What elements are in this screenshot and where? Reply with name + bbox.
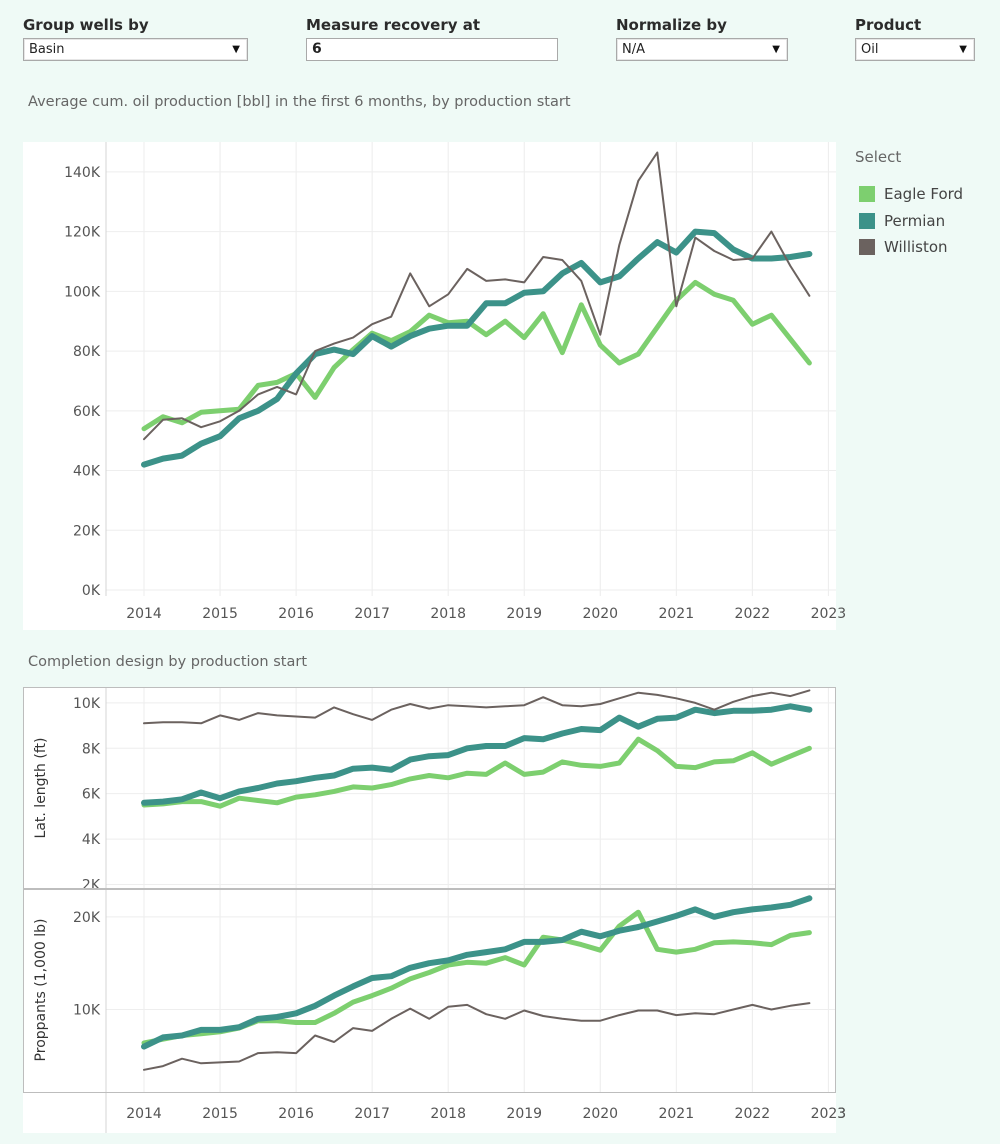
legend-label: Eagle Ford	[884, 185, 964, 204]
y-tick-label: 100K	[64, 284, 101, 300]
group-by-label: Group wells by	[23, 16, 149, 34]
y-axis-title: Lat. length (ft)	[33, 738, 49, 839]
lateral-length-plot-background	[23, 687, 836, 889]
x-axis-band	[23, 1093, 836, 1133]
x-tick-label: 2018	[430, 1106, 466, 1122]
legend-swatch	[859, 239, 875, 256]
normalize-value: N/A	[622, 42, 645, 57]
series-line-permian	[141, 895, 813, 1050]
series-line-williston	[143, 689, 811, 725]
x-tick-label: 2016	[278, 1106, 314, 1122]
x-tick-label: 2020	[582, 1106, 618, 1122]
y-tick-label: 140K	[64, 165, 101, 181]
x-tick-label: 2022	[735, 606, 771, 622]
legend-label: Williston	[884, 238, 948, 257]
series-line-williston	[143, 151, 811, 441]
x-tick-label: 2023	[811, 606, 847, 622]
chevron-down-icon: ▼	[232, 44, 240, 55]
x-tick-label: 2015	[202, 1106, 238, 1122]
y-tick-label: 6K	[82, 787, 101, 803]
y-tick-label: 20K	[73, 910, 101, 926]
legend: Select Eagle Ford Permian Williston	[855, 148, 963, 261]
group-by-control: Group wells by Basin ▼	[23, 14, 248, 61]
series-line-williston	[143, 1002, 811, 1071]
recovery-control: Measure recovery at (months) 6	[306, 14, 558, 61]
legend-item-eagle-ford[interactable]: Eagle Ford	[855, 181, 963, 208]
chevron-down-icon: ▼	[772, 44, 780, 55]
normalize-control: Normalize by N/A ▼	[616, 14, 788, 61]
product-label: Product	[855, 16, 922, 34]
series-line-permian	[141, 703, 813, 806]
legend-item-permian[interactable]: Permian	[855, 208, 963, 235]
x-tick-label: 2019	[506, 1106, 542, 1122]
x-tick-label: 2022	[735, 1106, 771, 1122]
x-tick-label: 2019	[506, 606, 542, 622]
x-tick-label: 2017	[354, 606, 390, 622]
legend-swatch	[859, 186, 875, 203]
x-tick-label: 2015	[202, 606, 238, 622]
x-tick-label: 2014	[126, 1106, 162, 1122]
production-chart: 0K 20K 40K 60K 80K 100K 120K 140K 2014 2015 2016 20…	[23, 142, 846, 630]
x-tick-label: 2020	[582, 606, 618, 622]
series-line-eagle-ford	[141, 736, 812, 809]
y-tick-label: 120K	[64, 225, 101, 241]
production-chart-title: Average cum. oil production [bbl] in the…	[28, 94, 571, 110]
y-tick-label: 20K	[73, 523, 101, 539]
proppants-chart: 10K 20K Proppants (1,000 lb) 2014 2015 2016 20…	[23, 889, 846, 1122]
series-line-eagle-ford	[141, 279, 812, 432]
y-tick-label: 10K	[73, 696, 101, 712]
product-control: Product Oil ▼	[855, 14, 975, 61]
group-by-value: Basin	[29, 42, 65, 57]
legend-title: Select	[855, 148, 902, 166]
recovery-months-value: 6	[312, 41, 322, 57]
x-tick-label: 2021	[658, 606, 694, 622]
y-tick-label: 40K	[73, 464, 101, 480]
product-select[interactable]: Oil ▼	[855, 38, 975, 61]
recovery-months-input[interactable]: 6	[306, 38, 558, 61]
legend-label: Permian	[884, 211, 946, 230]
y-tick-label: 80K	[73, 344, 101, 360]
normalize-select[interactable]: N/A ▼	[616, 38, 788, 61]
x-tick-label: 2021	[658, 1106, 694, 1122]
proppants-plot-background	[23, 889, 836, 1093]
series-line-permian	[141, 228, 813, 468]
group-by-select[interactable]: Basin ▼	[23, 38, 248, 61]
x-tick-label: 2016	[278, 606, 314, 622]
x-tick-label: 2014	[126, 606, 162, 622]
normalize-label: Normalize by	[616, 16, 727, 34]
y-tick-label: 10K	[73, 1003, 101, 1019]
y-axis-title: Proppants (1,000 lb)	[33, 919, 49, 1062]
x-tick-label: 2018	[430, 606, 466, 622]
y-tick-label: 60K	[73, 404, 101, 420]
y-tick-label: 0K	[82, 583, 101, 599]
completion-chart-title: Completion design by production start	[28, 654, 308, 670]
y-tick-label: 8K	[82, 741, 101, 757]
x-tick-label: 2017	[354, 1106, 390, 1122]
x-tick-label: 2023	[811, 1106, 847, 1122]
product-value: Oil	[861, 42, 879, 57]
chevron-down-icon: ▼	[959, 44, 967, 55]
y-tick-label: 4K	[82, 832, 101, 848]
legend-item-williston[interactable]: Williston	[855, 234, 963, 261]
legend-swatch	[859, 212, 875, 229]
production-plot-background	[23, 142, 836, 630]
